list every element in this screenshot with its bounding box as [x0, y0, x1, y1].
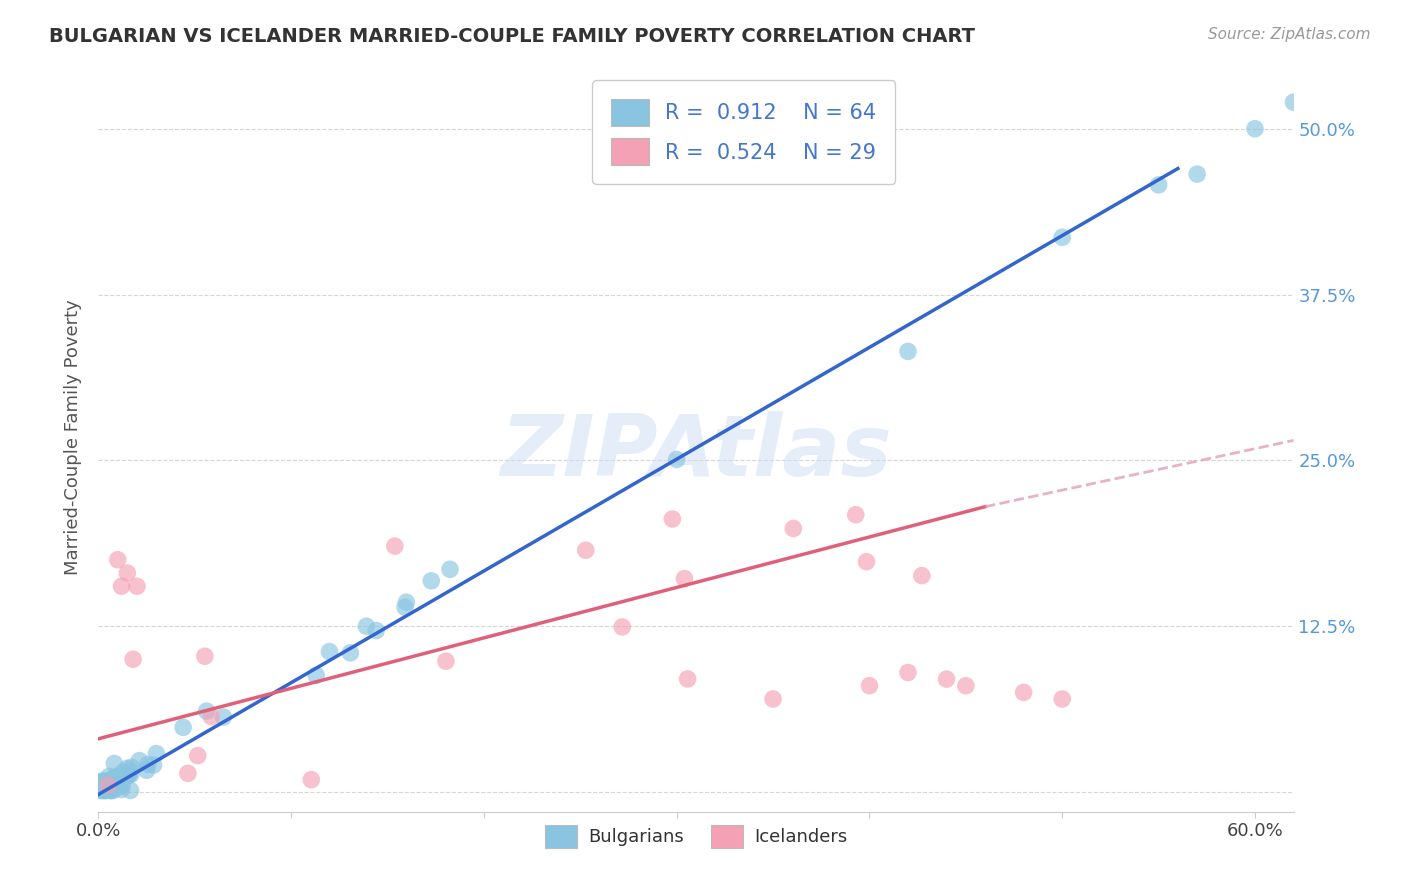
Point	[100, 780, 122, 794]
Point	[108, 776, 131, 790]
Text: ZIPAtlas: ZIPAtlas	[501, 410, 891, 493]
Point	[172, 720, 194, 734]
Point	[299, 772, 322, 787]
Point	[89, 783, 111, 797]
Point	[384, 539, 406, 553]
Point	[339, 646, 361, 660]
Point	[98, 780, 121, 794]
Point	[177, 766, 200, 780]
Point	[142, 758, 165, 772]
Point	[135, 764, 157, 778]
Point	[110, 782, 132, 797]
Point	[366, 624, 388, 638]
Point	[935, 672, 957, 686]
Point	[93, 775, 115, 789]
Point	[434, 654, 457, 668]
Point	[128, 754, 150, 768]
Point	[200, 709, 222, 723]
Point	[212, 710, 235, 724]
Point	[111, 765, 134, 780]
Text: Source: ZipAtlas.com: Source: ZipAtlas.com	[1208, 27, 1371, 42]
Point	[845, 508, 868, 522]
Point	[120, 783, 142, 797]
Point	[100, 783, 122, 797]
Point	[195, 704, 218, 718]
Point	[122, 652, 145, 666]
Point	[94, 775, 117, 789]
Point	[117, 768, 139, 782]
Point	[661, 512, 683, 526]
Point	[897, 344, 920, 359]
Point	[855, 555, 877, 569]
Point	[110, 579, 132, 593]
Point	[612, 620, 634, 634]
Text: BULGARIAN VS ICELANDER MARRIED-COUPLE FAMILY POVERTY CORRELATION CHART: BULGARIAN VS ICELANDER MARRIED-COUPLE FA…	[49, 27, 976, 45]
Point	[93, 777, 115, 791]
Point	[98, 769, 121, 783]
Y-axis label: Married-Couple Family Poverty: Married-Couple Family Poverty	[65, 299, 83, 575]
Point	[145, 747, 167, 761]
Point	[97, 778, 120, 792]
Point	[1050, 230, 1073, 244]
Point	[100, 783, 122, 797]
Point	[120, 767, 142, 781]
Point	[1050, 692, 1073, 706]
Point	[420, 574, 443, 588]
Point	[112, 769, 135, 783]
Point	[673, 572, 696, 586]
Point	[187, 748, 209, 763]
Point	[100, 773, 122, 788]
Point	[94, 783, 117, 797]
Point	[118, 764, 141, 778]
Point	[117, 768, 139, 782]
Point	[107, 553, 129, 567]
Point	[395, 595, 418, 609]
Point	[104, 771, 127, 785]
Point	[911, 568, 934, 582]
Point	[136, 757, 159, 772]
Point	[108, 769, 131, 783]
Point	[91, 783, 114, 797]
Point	[676, 672, 699, 686]
Point	[112, 770, 135, 784]
Point	[665, 452, 688, 467]
Point	[96, 783, 118, 797]
Point	[125, 579, 148, 593]
Point	[101, 779, 124, 793]
Point	[897, 665, 920, 680]
Point	[104, 776, 127, 790]
Point	[103, 756, 125, 771]
Point	[1282, 95, 1305, 110]
Point	[394, 600, 416, 615]
Point	[121, 760, 143, 774]
Point	[89, 775, 111, 789]
Point	[1147, 178, 1170, 192]
Point	[114, 770, 136, 784]
Point	[89, 775, 111, 789]
Point	[318, 645, 340, 659]
Point	[93, 783, 115, 797]
Point	[1244, 121, 1267, 136]
Point	[101, 783, 124, 797]
Point	[117, 566, 139, 580]
Point	[575, 543, 598, 558]
Point	[439, 562, 461, 576]
Point	[115, 761, 138, 775]
Point	[782, 521, 804, 535]
Point	[1185, 167, 1208, 181]
Point	[858, 679, 880, 693]
Point	[1012, 685, 1035, 699]
Point	[108, 780, 131, 794]
Point	[955, 679, 977, 693]
Point	[762, 692, 785, 706]
Point	[305, 668, 328, 682]
Point	[194, 649, 217, 664]
Point	[105, 770, 128, 784]
Point	[100, 772, 122, 787]
Point	[111, 779, 134, 793]
Point	[356, 619, 378, 633]
Point	[91, 773, 114, 788]
Legend: Bulgarians, Icelanders: Bulgarians, Icelanders	[537, 817, 855, 855]
